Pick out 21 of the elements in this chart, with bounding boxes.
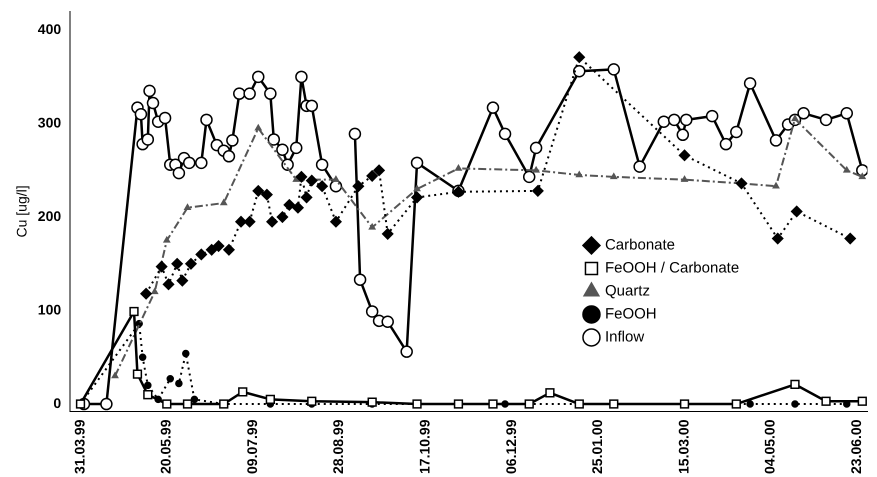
legend-label: Quartz [604, 282, 650, 300]
y-tick-label: 100 [38, 301, 62, 318]
x-tick-label: 20.05.99 [158, 419, 174, 474]
y-tick-label: 300 [38, 114, 62, 130]
legend-label: Inflow [604, 328, 644, 346]
x-tick-label: 04.05.00 [762, 419, 778, 474]
y-axis-title: Cu [ug/l] [13, 185, 30, 238]
x-tick-label: 31.03.99 [71, 419, 88, 474]
legend-label: FeOOH [604, 306, 657, 323]
x-tick-label: 09.07.99 [244, 419, 260, 474]
x-tick-label: 06.12.99 [502, 419, 519, 474]
x-tick-label: 17.10.99 [416, 419, 433, 474]
y-tick-label: 0 [53, 394, 62, 411]
x-tick-label: 23.06.00 [848, 419, 864, 474]
legend-label: Carbonate [604, 236, 676, 254]
x-tick-label: 25.01.00 [589, 419, 606, 474]
legend-label: FeOOH / Carbonate [604, 260, 740, 277]
y-tick-label: 400 [38, 20, 62, 37]
x-tick-label: 15.03.00 [675, 419, 692, 474]
y-tick-label: 200 [38, 208, 62, 224]
x-tick-label: 28.08.99 [330, 419, 346, 474]
